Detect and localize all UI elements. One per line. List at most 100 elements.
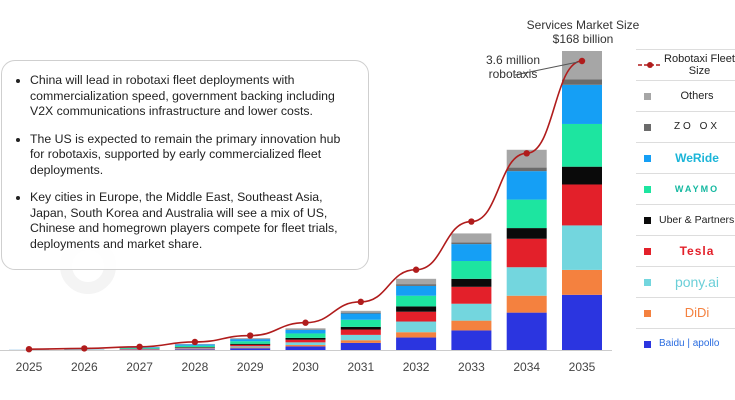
x-tick-label: 2033: [458, 360, 485, 374]
bar-segment-2033-others: [451, 233, 492, 243]
bar-segment-2032-didi: [396, 332, 437, 338]
tesla-logo: Tesla: [679, 244, 715, 258]
bar-segment-2034-waymo: [506, 199, 547, 229]
fleet-point-2031: [357, 298, 364, 306]
fleet-point-2034: [523, 150, 530, 157]
bar-segment-2028-pony-ai: [174, 348, 215, 349]
fleet-point-2032: [412, 266, 420, 273]
swatch: [644, 216, 651, 224]
legend-others: Others: [636, 80, 735, 111]
bar-segment-2030-waymo: [285, 333, 326, 338]
swatch: [644, 154, 651, 162]
swatch: [644, 278, 651, 286]
bar-segment-2028-uber-partners: [174, 347, 215, 348]
bar-segment-2030-didi: [285, 345, 326, 347]
legend-zoox: ZO OX: [636, 111, 735, 142]
legend-pony: pony.ai: [636, 266, 735, 297]
market-size-label: Services Market Size: [526, 18, 640, 32]
bar-segment-2035-zoox: [562, 79, 602, 85]
bar-segment-2033-baidu-apollo: [451, 330, 492, 350]
fleet-point-2027: [136, 343, 143, 350]
bar-segment-2031-waymo: [340, 319, 381, 327]
x-tick-label: 2028: [182, 360, 209, 374]
bar-segment-2031-uber-partners: [340, 326, 381, 330]
didi-logo: DiDi: [684, 305, 710, 320]
bar-segment-2030-pony-ai: [285, 342, 326, 346]
waymo-logo: WAYMO: [674, 184, 720, 194]
legend-fleet-size: Robotaxi Fleet Size: [636, 49, 735, 80]
bar-segment-2035-didi: [562, 269, 602, 295]
swatch: [644, 123, 651, 131]
bar-segment-2034-weride: [506, 171, 547, 200]
bar-segment-2029-tesla: [230, 344, 271, 347]
swatch: [644, 340, 651, 348]
x-tick-label: 2031: [347, 360, 374, 374]
bar-segment-2035-pony-ai: [562, 225, 602, 270]
bar-segment-2032-others: [396, 278, 437, 285]
x-tick-label: 2030: [292, 360, 319, 374]
baidu-apollo-logo: Baidu | apollo: [659, 338, 720, 349]
stacked-bar-chart: 2025 2026 2027 2028 2029 2030 2031 2032 2033 2034…: [0, 51, 612, 374]
bar-segment-2028-tesla: [174, 347, 215, 349]
bar-segment-2033-zoox: [451, 242, 492, 245]
bar-segment-2031-weride: [340, 313, 381, 320]
bar-segment-2029-weride: [230, 339, 271, 342]
bar-segment-2034-baidu-apollo: [506, 312, 547, 350]
fleet-point-2030: [302, 319, 309, 326]
fleet-size-annotation: 3.6 million robotaxis: [478, 53, 548, 81]
swatch: [644, 247, 651, 255]
bullet-china: China will lead in robotaxi fleet deploy…: [30, 73, 354, 120]
market-size-value: $168 billion: [552, 32, 614, 46]
bar-segment-2033-uber-partners: [451, 278, 492, 287]
bar-segment-2031-zoox: [340, 312, 381, 314]
bar-segment-2033-didi: [451, 320, 492, 331]
bar-segment-2033-tesla: [451, 286, 492, 304]
bar-segment-2035-others: [562, 51, 602, 80]
bar-segment-2035-tesla: [562, 184, 602, 226]
bar-segment-2030-baidu-apollo: [285, 346, 326, 350]
bar-segment-2031-pony-ai: [340, 334, 381, 341]
swatch: [644, 309, 651, 317]
legend-label: Others: [680, 90, 714, 102]
x-tick-label: 2029: [237, 360, 264, 374]
chart-legend: Robotaxi Fleet Size Others ZO OX WeRide …: [636, 49, 735, 359]
bar-segment-2030-tesla: [285, 339, 326, 343]
annotation-leader-line: [514, 61, 579, 76]
bar-segment-2035-uber-partners: [562, 166, 602, 185]
x-tick-label: 2035: [569, 360, 596, 374]
bar-segment-2032-tesla: [396, 311, 437, 322]
bar-segment-2029-baidu-apollo: [230, 348, 271, 350]
x-tick-label: 2032: [403, 360, 430, 374]
bar-segment-2034-tesla: [506, 238, 547, 268]
bar-segment-2033-weride: [451, 244, 492, 262]
legend-label: Uber & Partners: [659, 214, 735, 226]
insights-textbox: China will lead in robotaxi fleet deploy…: [1, 60, 369, 270]
fleet-size-unit: robotaxis: [488, 67, 538, 81]
bar-segment-2029-waymo: [230, 341, 271, 344]
bar-segment-2035-baidu-apollo: [562, 294, 602, 350]
bar-segment-2035-waymo: [562, 123, 602, 167]
bar-segment-2031-others: [340, 310, 381, 313]
market-size-annotation: Services Market Size $168 billion: [518, 18, 648, 46]
legend-weride: WeRide: [636, 142, 735, 173]
bullet-other-regions: Key cities in Europe, the Middle East, S…: [30, 190, 354, 252]
legend-label: Robotaxi Fleet Size: [664, 53, 735, 77]
bullet-us: The US is expected to remain the primary…: [30, 132, 354, 179]
bar-segment-2034-zoox: [506, 167, 547, 172]
swatch: [644, 92, 651, 100]
fleet-point-2026: [81, 345, 88, 352]
bar-segment-2030-uber-partners: [285, 337, 326, 340]
bar-segment-2032-waymo: [396, 295, 437, 307]
bar-segment-2032-baidu-apollo: [396, 337, 437, 350]
bar-segment-2031-didi: [340, 340, 381, 343]
bar-segment-2029-pony-ai: [230, 346, 271, 348]
x-tick-label: 2027: [126, 360, 153, 374]
fleet-point-2028: [191, 338, 199, 346]
bar-segment-2033-pony-ai: [451, 303, 492, 321]
fleet-point-2029: [247, 332, 254, 339]
swatch: [644, 185, 651, 193]
legend-baidu: Baidu | apollo: [636, 328, 735, 359]
zoox-logo: ZO OX: [673, 121, 721, 132]
legend-uber: Uber & Partners: [636, 204, 735, 235]
x-tick-label: 2025: [16, 360, 43, 374]
